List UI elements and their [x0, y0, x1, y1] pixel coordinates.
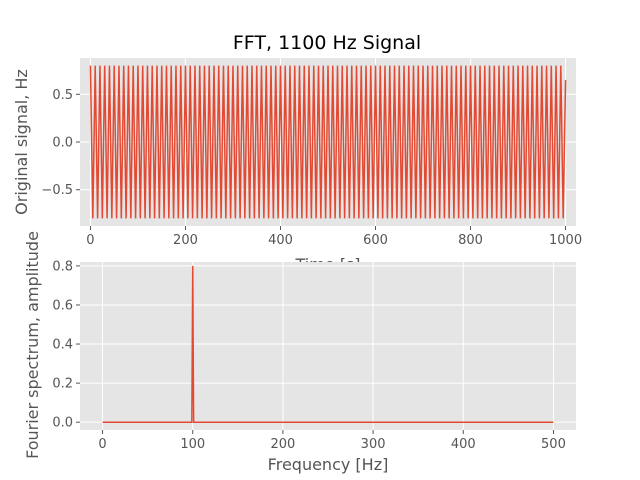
- top-x-tick-label: 1000: [549, 233, 582, 248]
- bottom-y-tick-label: 0.6: [52, 298, 73, 313]
- top-x-tick-label: 600: [363, 233, 388, 248]
- bottom-y-tick-label: 0.8: [52, 259, 73, 274]
- signal-line: [89, 65, 567, 219]
- bottom-y-tick-label: 0.4: [52, 338, 73, 353]
- top-series: [89, 65, 567, 219]
- top-x-tick-labels: 0 200 400 600 800 1000: [86, 233, 582, 248]
- top-y-axis-label: Original signal, Hz: [12, 69, 31, 215]
- top-x-tick-label: 800: [458, 233, 483, 248]
- bottom-x-tick-label: 0: [98, 437, 106, 452]
- bottom-y-tick-labels: 0.8 0.6 0.4 0.2 0.0: [52, 259, 73, 430]
- top-y-tick-label: −0.5: [41, 183, 73, 198]
- bottom-x-tick-label: 300: [361, 437, 386, 452]
- bottom-y-axis-label: Fourier spectrum, amplitude: [23, 231, 42, 459]
- chart-title: FFT, 1100 Hz Signal: [233, 32, 421, 54]
- bottom-series: [102, 265, 554, 423]
- spectrum-line: [102, 265, 554, 423]
- bottom-x-tick-label: 200: [270, 437, 295, 452]
- top-x-tick-label: 200: [173, 233, 198, 248]
- top-subplot: 0 200 400 600 800 1000 0.5 0.0 −0.5 FFT, 1100 H…: [12, 32, 582, 274]
- bottom-x-tick-labels: 0 100 200 300 400 500: [98, 437, 565, 452]
- bottom-x-tick-label: 400: [451, 437, 476, 452]
- bottom-subplot: 0 100 200 300 400 500 0.8 0.6 0.4 0.2 0.0 Frequen…: [23, 231, 576, 474]
- top-y-tick-label: 0.0: [52, 136, 73, 151]
- top-y-tick-label: 0.5: [52, 88, 73, 103]
- bottom-y-tick-label: 0.2: [52, 377, 73, 392]
- bottom-x-tick-label: 500: [541, 437, 566, 452]
- top-x-tick-label: 400: [268, 233, 293, 248]
- top-y-tick-labels: 0.5 0.0 −0.5: [41, 88, 73, 198]
- bottom-x-tick-label: 100: [180, 437, 205, 452]
- bottom-axes-background: [80, 262, 576, 430]
- bottom-y-tick-label: 0.0: [52, 416, 73, 431]
- top-x-tick-label: 0: [86, 233, 94, 248]
- bottom-x-axis-label: Frequency [Hz]: [268, 455, 389, 474]
